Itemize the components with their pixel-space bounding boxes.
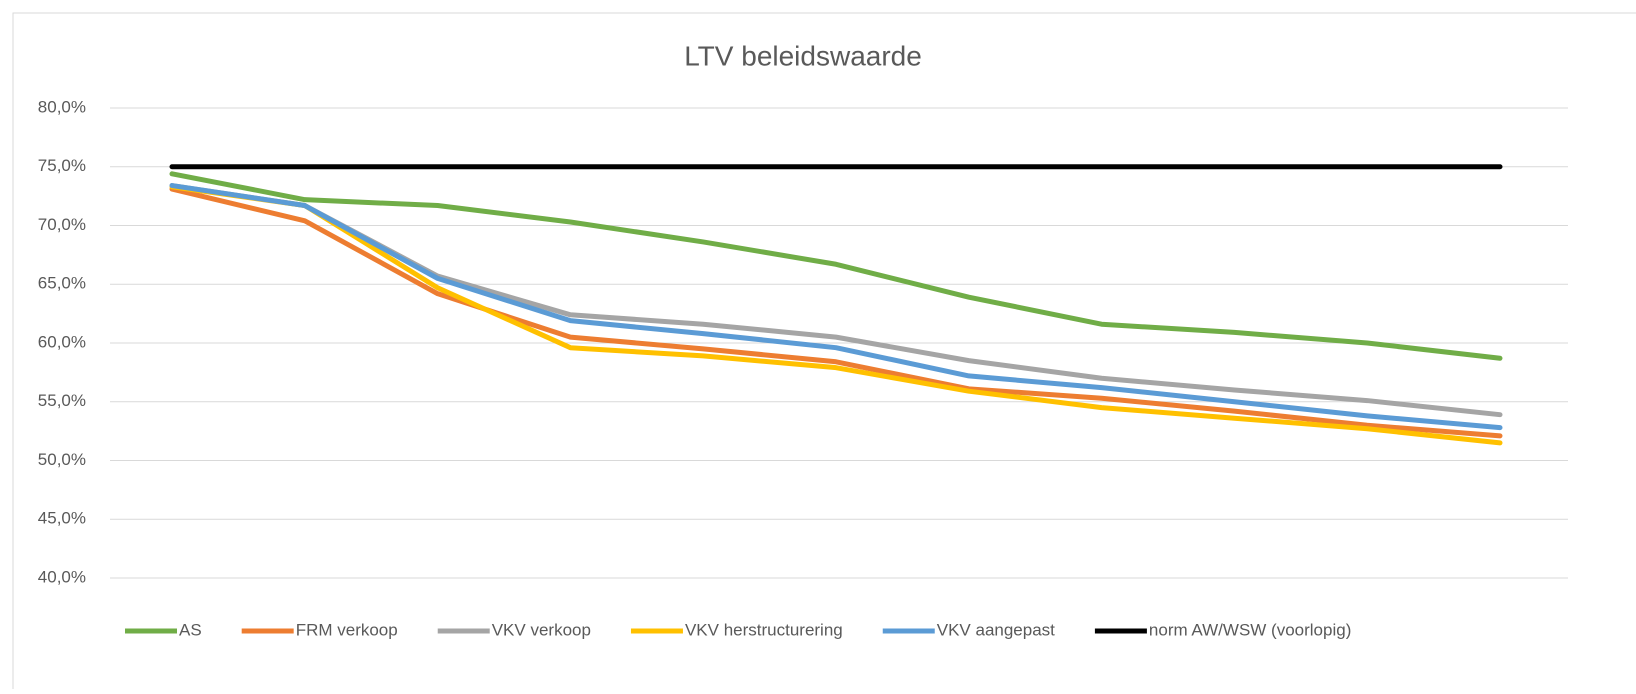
y-tick-label: 70,0% xyxy=(38,215,86,234)
series-line xyxy=(169,184,1503,446)
y-tick-label: 65,0% xyxy=(38,274,86,293)
y-tick-label: 60,0% xyxy=(38,332,86,351)
legend-label: norm AW/WSW (voorlopig) xyxy=(1149,620,1351,639)
chart-frame xyxy=(12,12,1636,694)
y-tick-label: 75,0% xyxy=(38,156,86,175)
legend-label: VKV herstructurering xyxy=(685,620,843,639)
y-tick-label: 55,0% xyxy=(38,391,86,410)
y-tick-label: 80,0% xyxy=(38,97,86,116)
y-tick-label: 45,0% xyxy=(38,509,86,528)
chart-title: LTV beleidswaarde xyxy=(684,40,922,71)
y-tick-label: 50,0% xyxy=(38,450,86,469)
y-tick-label: 40,0% xyxy=(38,567,86,586)
series-line xyxy=(169,186,1503,439)
series-line xyxy=(169,171,1503,361)
legend-label: AS xyxy=(179,620,202,639)
legend-label: VKV aangepast xyxy=(937,620,1055,639)
legend-label: VKV verkoop xyxy=(492,620,591,639)
legend-label: FRM verkoop xyxy=(296,620,398,639)
series-line xyxy=(169,183,1503,431)
